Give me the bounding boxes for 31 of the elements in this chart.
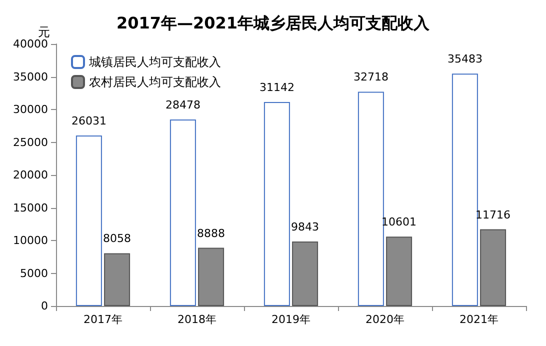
data-label: 26031 xyxy=(71,114,106,128)
y-tick-label: 15000 xyxy=(13,201,48,214)
x-tick-label: 2021年 xyxy=(460,313,498,326)
y-tick-label: 25000 xyxy=(13,136,48,149)
y-tick-label: 5000 xyxy=(20,266,48,280)
bar xyxy=(452,74,478,306)
data-label: 31142 xyxy=(259,81,294,94)
x-tick-label: 2018年 xyxy=(178,313,216,326)
y-tick-label: 30000 xyxy=(13,103,48,116)
data-label: 8888 xyxy=(197,226,226,240)
x-tick-label: 2020年 xyxy=(366,313,404,326)
bar xyxy=(358,92,384,306)
data-label: 8058 xyxy=(103,232,132,246)
data-label: 32718 xyxy=(353,70,388,84)
legend-label: 农村居民人均可支配收入 xyxy=(89,75,221,89)
y-tick-label: 10000 xyxy=(13,234,48,247)
chart-title: 2017年—2021年城乡居民人均可支配收入 xyxy=(116,14,431,32)
y-tick-label: 35000 xyxy=(13,70,48,84)
data-label: 9843 xyxy=(291,220,320,234)
data-label: 35483 xyxy=(447,52,482,66)
data-label: 28478 xyxy=(165,98,200,112)
legend-label: 城镇居民人均可支配收入 xyxy=(88,55,221,69)
bar xyxy=(170,119,196,306)
x-tick-label: 2019年 xyxy=(272,313,310,326)
y-tick-label: 40000 xyxy=(13,38,48,50)
y-tick-label: 0 xyxy=(41,300,48,312)
y-axis-title: 元 xyxy=(38,25,50,39)
x-tick-label: 2017年 xyxy=(84,313,122,326)
bar xyxy=(264,102,290,306)
y-tick-label: 20000 xyxy=(13,168,48,182)
bar xyxy=(76,135,102,306)
